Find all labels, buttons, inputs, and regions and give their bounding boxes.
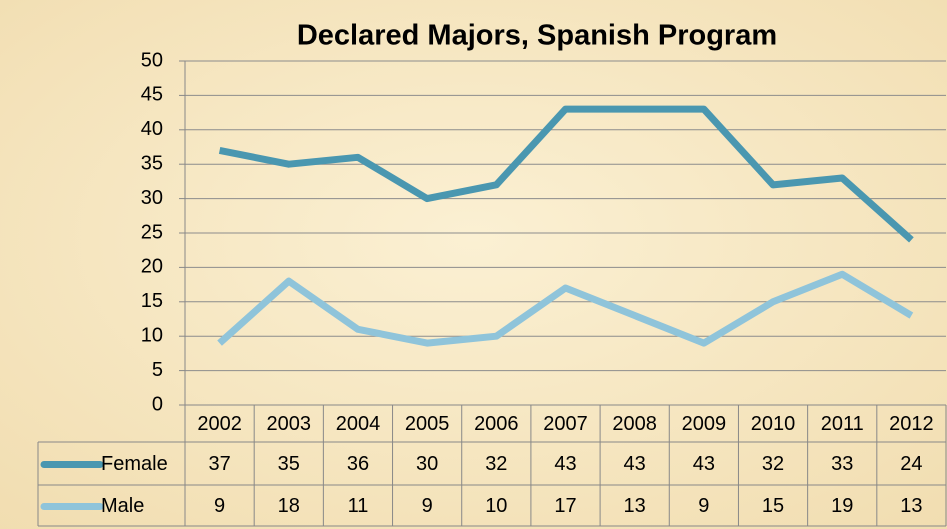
table-value: 24 (900, 453, 922, 475)
table-value: 9 (422, 495, 433, 517)
x-tick-label: 2009 (682, 413, 727, 435)
table-value: 32 (485, 453, 507, 475)
x-tick-label: 2005 (405, 413, 450, 435)
x-tick-label: 2011 (821, 413, 864, 435)
x-tick-label: 2012 (889, 413, 934, 435)
table-value: 43 (554, 453, 576, 475)
y-tick-label: 40 (141, 118, 163, 140)
y-tick-label: 15 (141, 290, 163, 312)
y-tick-label: 25 (141, 221, 163, 243)
x-tick-label: 2003 (267, 413, 312, 435)
y-tick-label: 50 (141, 49, 163, 71)
table-value: 19 (831, 495, 853, 517)
y-tick-label: 20 (141, 256, 163, 278)
x-tick-label: 2010 (751, 413, 796, 435)
table-value: 10 (485, 495, 507, 517)
table-value: 35 (278, 453, 300, 475)
table-value: 32 (762, 453, 784, 475)
table-value: 33 (831, 453, 853, 475)
table-value: 9 (214, 495, 225, 517)
x-tick-label: 2006 (474, 413, 519, 435)
x-tick-label: 2004 (336, 413, 381, 435)
y-tick-label: 0 (152, 393, 163, 415)
x-tick-label: 2007 (543, 413, 588, 435)
series-line (217, 270, 914, 347)
table-value: 37 (208, 453, 230, 475)
chart-title: Declared Majors, Spanish Program (297, 20, 777, 52)
x-tick-label: 2002 (197, 413, 242, 435)
y-tick-label: 45 (141, 84, 163, 106)
table-value: 15 (762, 495, 784, 517)
table-value: 36 (347, 453, 369, 475)
y-tick-label: 35 (141, 152, 163, 174)
table-value: 13 (900, 495, 922, 517)
legend-label: Male (101, 495, 144, 517)
table-value: 11 (348, 495, 369, 517)
series-line (218, 105, 914, 243)
y-tick-label: 10 (141, 324, 163, 346)
table-value: 9 (698, 495, 709, 517)
table-value: 17 (554, 495, 576, 517)
table-value: 43 (693, 453, 715, 475)
y-tick-label: 30 (141, 187, 163, 209)
table-value: 13 (624, 495, 646, 517)
table-value: 18 (278, 495, 300, 517)
y-tick-label: 5 (152, 359, 163, 381)
table-value: 43 (624, 453, 646, 475)
legend-label: Female (101, 453, 168, 475)
table-value: 30 (416, 453, 438, 475)
x-tick-label: 2008 (612, 413, 657, 435)
